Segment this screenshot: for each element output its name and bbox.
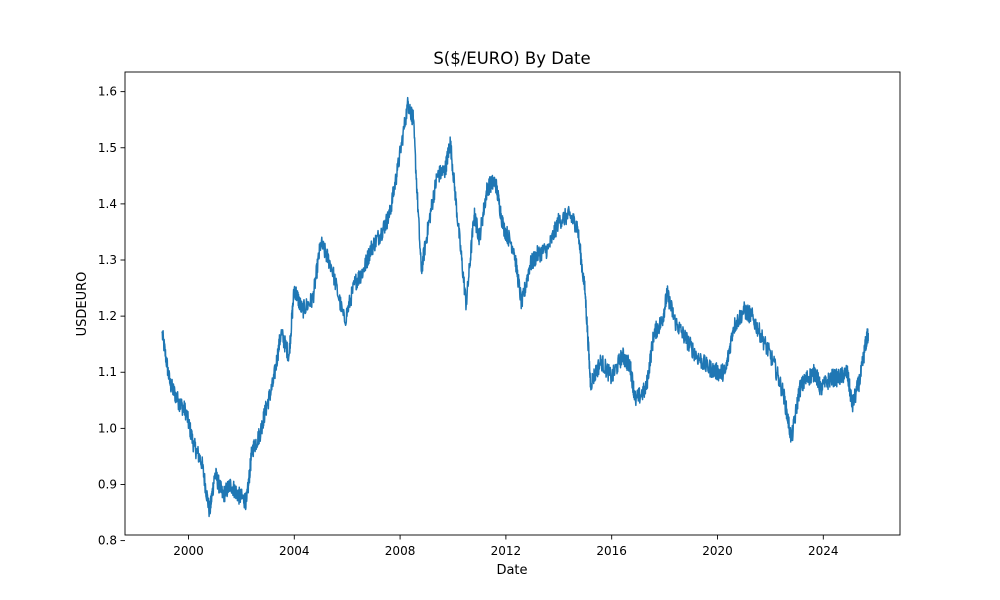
series-line <box>161 96 870 518</box>
y-axis: 0.8 0.9 1.0 1.1 1.2 1.3 1.4 1.5 1.6 <box>98 85 125 548</box>
x-axis-label: Date <box>496 563 527 578</box>
y-tick-label: 0.9 <box>98 477 117 491</box>
plot-area-frame <box>124 71 901 536</box>
x-tick-label: 2020 <box>702 544 733 558</box>
x-tick-label: 2012 <box>491 544 522 558</box>
x-tick-label: 2004 <box>279 544 310 558</box>
y-tick-label: 1.0 <box>98 421 117 435</box>
y-axis-label: USDEURO <box>75 272 90 337</box>
y-tick-label: 1.4 <box>98 197 117 211</box>
x-tick-label: 2016 <box>596 544 627 558</box>
y-tick-label: 1.2 <box>98 309 117 323</box>
chart-title: S($/EURO) By Date <box>433 49 590 68</box>
x-tick-label: 2024 <box>808 544 839 558</box>
y-tick-label: 1.6 <box>98 85 117 99</box>
y-tick-label: 1.1 <box>98 365 117 379</box>
y-tick-label: 1.5 <box>98 141 117 155</box>
y-tick-label: 0.8 <box>98 534 117 548</box>
y-tick-label: 1.3 <box>98 253 117 267</box>
x-tick-label: 2000 <box>173 544 204 558</box>
x-axis: 2000 2004 2008 2012 2016 2020 2024 <box>173 535 839 558</box>
x-tick-label: 2008 <box>385 544 416 558</box>
